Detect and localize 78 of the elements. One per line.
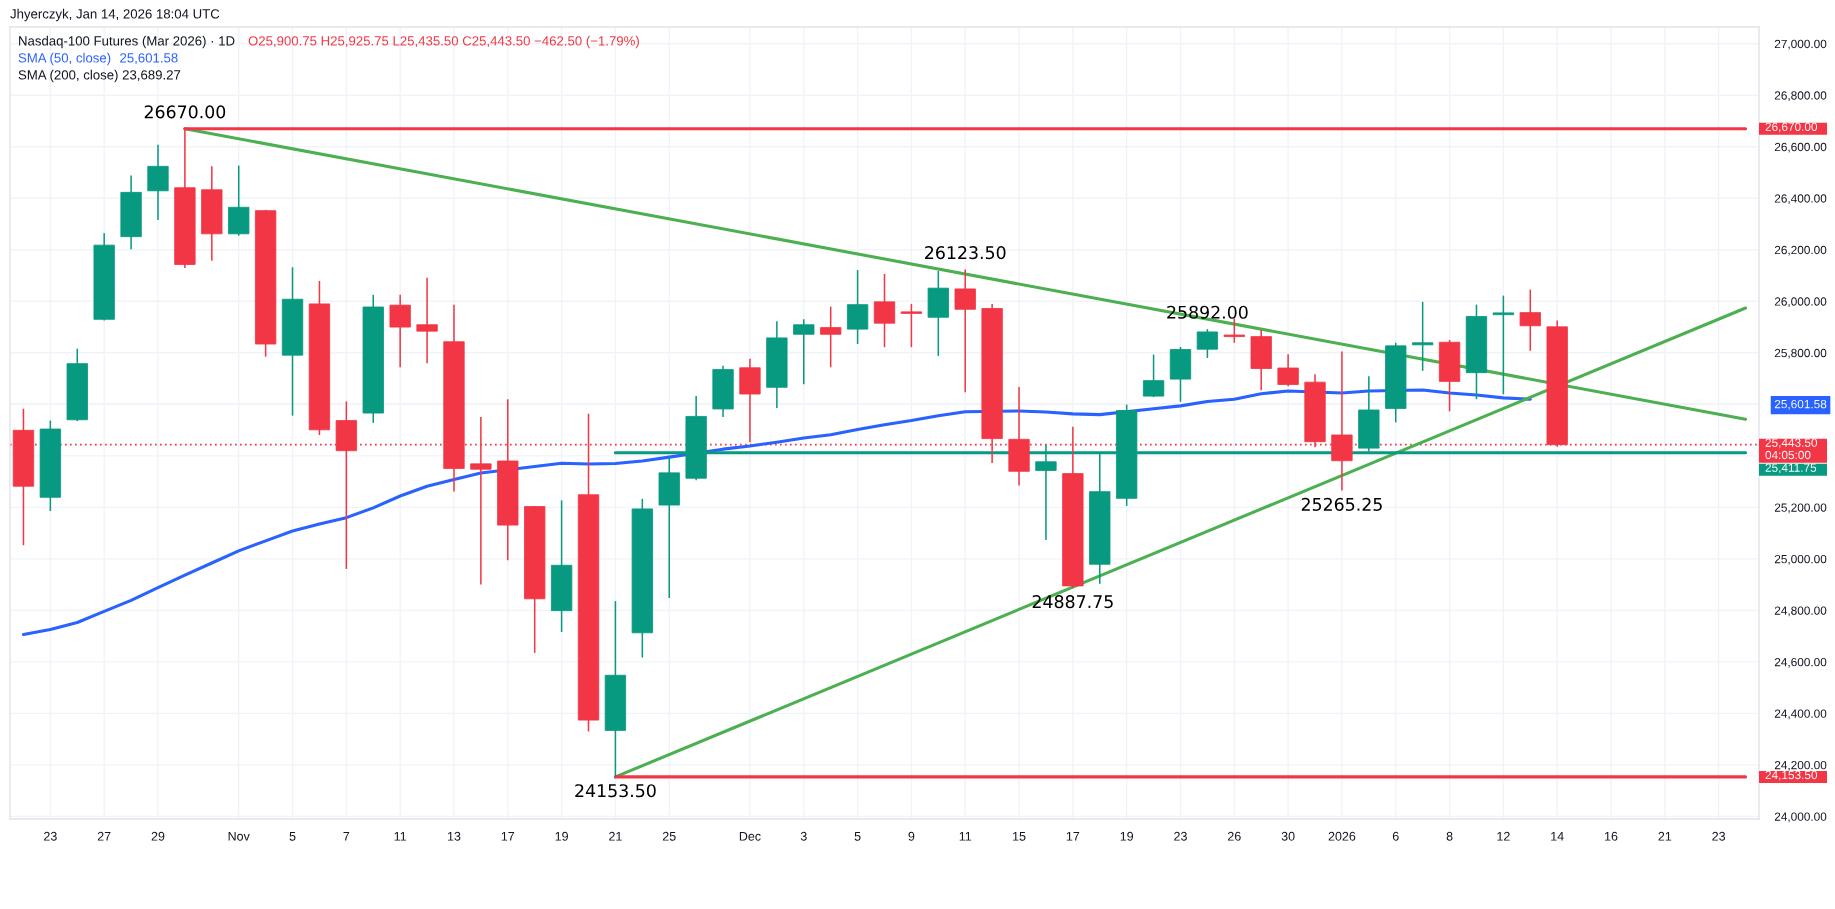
annotation: O25,900.75 H25,925.75 L25,435.50 C25,443.50 −462.50 (−1.79%) <box>248 35 639 49</box>
text: Jhyerczyk, Jan 14, 2026 18:04 UTC <box>10 8 220 22</box>
x-tick-label: 2026 <box>1328 831 1356 841</box>
candlestick <box>1412 301 1434 372</box>
candlestick <box>389 294 411 369</box>
x-tick-label: 21 <box>609 831 622 841</box>
candlestick <box>416 277 438 365</box>
candlestick <box>470 416 492 586</box>
y-tick-label: 24,000.00 <box>1774 812 1827 823</box>
x-tick-label: 21 <box>1658 831 1672 841</box>
y-tick-label: 25,601.58 <box>1774 399 1827 410</box>
x-tick-label: 25 <box>662 831 676 841</box>
annotation: 24153.50 <box>575 784 656 798</box>
text: SMA (50, close) <box>18 52 111 66</box>
y-tick-label: 26,800.00 <box>1774 91 1827 102</box>
x-tick-label: 7 <box>343 831 350 841</box>
annotation: 25,601.58 <box>120 53 178 65</box>
x-tick-label: Nov <box>228 831 250 841</box>
candlestick <box>1277 353 1299 388</box>
x-tick-label: 17 <box>1066 831 1080 841</box>
x-tick-label: 8 <box>1446 831 1453 841</box>
x-tick-label: 15 <box>1013 831 1026 841</box>
candlestick <box>1519 288 1541 352</box>
x-tick-label: Dec <box>739 831 761 841</box>
annotation: 26670.00 <box>144 105 226 119</box>
x-tick-label: 6 <box>1392 831 1399 841</box>
y-tick-label: 26,000.00 <box>1774 297 1827 308</box>
x-tick-label: 11 <box>394 831 407 841</box>
x-tick-label: 29 <box>151 831 165 841</box>
x-tick-label: 11 <box>959 831 972 841</box>
y-tick-label: 24,200.00 <box>1774 760 1827 771</box>
candlestick <box>873 273 896 348</box>
candlestick <box>1142 353 1165 398</box>
x-tick-label: 16 <box>1605 831 1618 841</box>
x-tick-label: 26 <box>1227 831 1241 841</box>
candlestick <box>1492 294 1515 396</box>
y-tick-label: 25,800.00 <box>1774 348 1827 359</box>
y-tick-label: 27,000.00 <box>1774 39 1827 50</box>
x-tick-label: 30 <box>1281 831 1295 841</box>
annotation: 26123.50 <box>925 246 1006 260</box>
x-tick-label: 12 <box>1497 831 1510 841</box>
text: Nasdaq-100 Futures (Mar 2026) · 1D <box>19 35 235 49</box>
y-tick-label: 26,400.00 <box>1774 194 1827 205</box>
x-tick-label: 23 <box>44 831 57 841</box>
x-tick-label: 9 <box>908 831 915 841</box>
candlestick <box>1223 317 1245 344</box>
x-tick-label: 19 <box>1120 831 1134 841</box>
x-tick-label: 13 <box>447 831 461 841</box>
data-label: 24,153.50 <box>1765 770 1818 781</box>
annotation: 25265.25 <box>1301 497 1382 511</box>
x-tick-label: 19 <box>555 831 568 841</box>
annotation: SMA (200, close) 23,689.27 <box>18 69 181 83</box>
y-tick-label: 24,600.00 <box>1774 657 1827 668</box>
data-label: 25,411.75 <box>1765 463 1817 474</box>
data-label: 26,670.00 <box>1765 122 1818 133</box>
y-tick-label: 24,800.00 <box>1774 606 1827 617</box>
annotation: 24887.75 <box>1032 595 1113 609</box>
x-tick-label: 23 <box>1174 831 1187 841</box>
y-tick-label: 26,200.00 <box>1774 245 1827 256</box>
y-tick-label: 25,200.00 <box>1774 503 1827 514</box>
x-tick-label: 23 <box>1712 831 1726 841</box>
candlestick <box>820 305 842 369</box>
x-tick-label: 27 <box>97 831 111 841</box>
x-tick-label: 14 <box>1551 831 1564 841</box>
x-tick-label: 3 <box>800 831 807 841</box>
x-tick-label: 5 <box>854 831 861 841</box>
x-tick-label: 17 <box>501 831 515 841</box>
line-series <box>21 388 1532 637</box>
y-tick-label: 26,600.00 <box>1774 142 1827 153</box>
candlestick <box>900 303 923 348</box>
candlestick <box>954 268 976 393</box>
candlestick <box>793 318 815 386</box>
y-tick-label: 24,400.00 <box>1774 709 1827 720</box>
ref-line-label: 25,443.50 04:05:00 <box>1765 438 1818 460</box>
candlestick <box>1196 328 1219 359</box>
y-tick-label: 25,000.00 <box>1774 554 1827 565</box>
annotation: 25892.00 <box>1167 305 1248 319</box>
x-tick-label: 5 <box>289 831 296 841</box>
